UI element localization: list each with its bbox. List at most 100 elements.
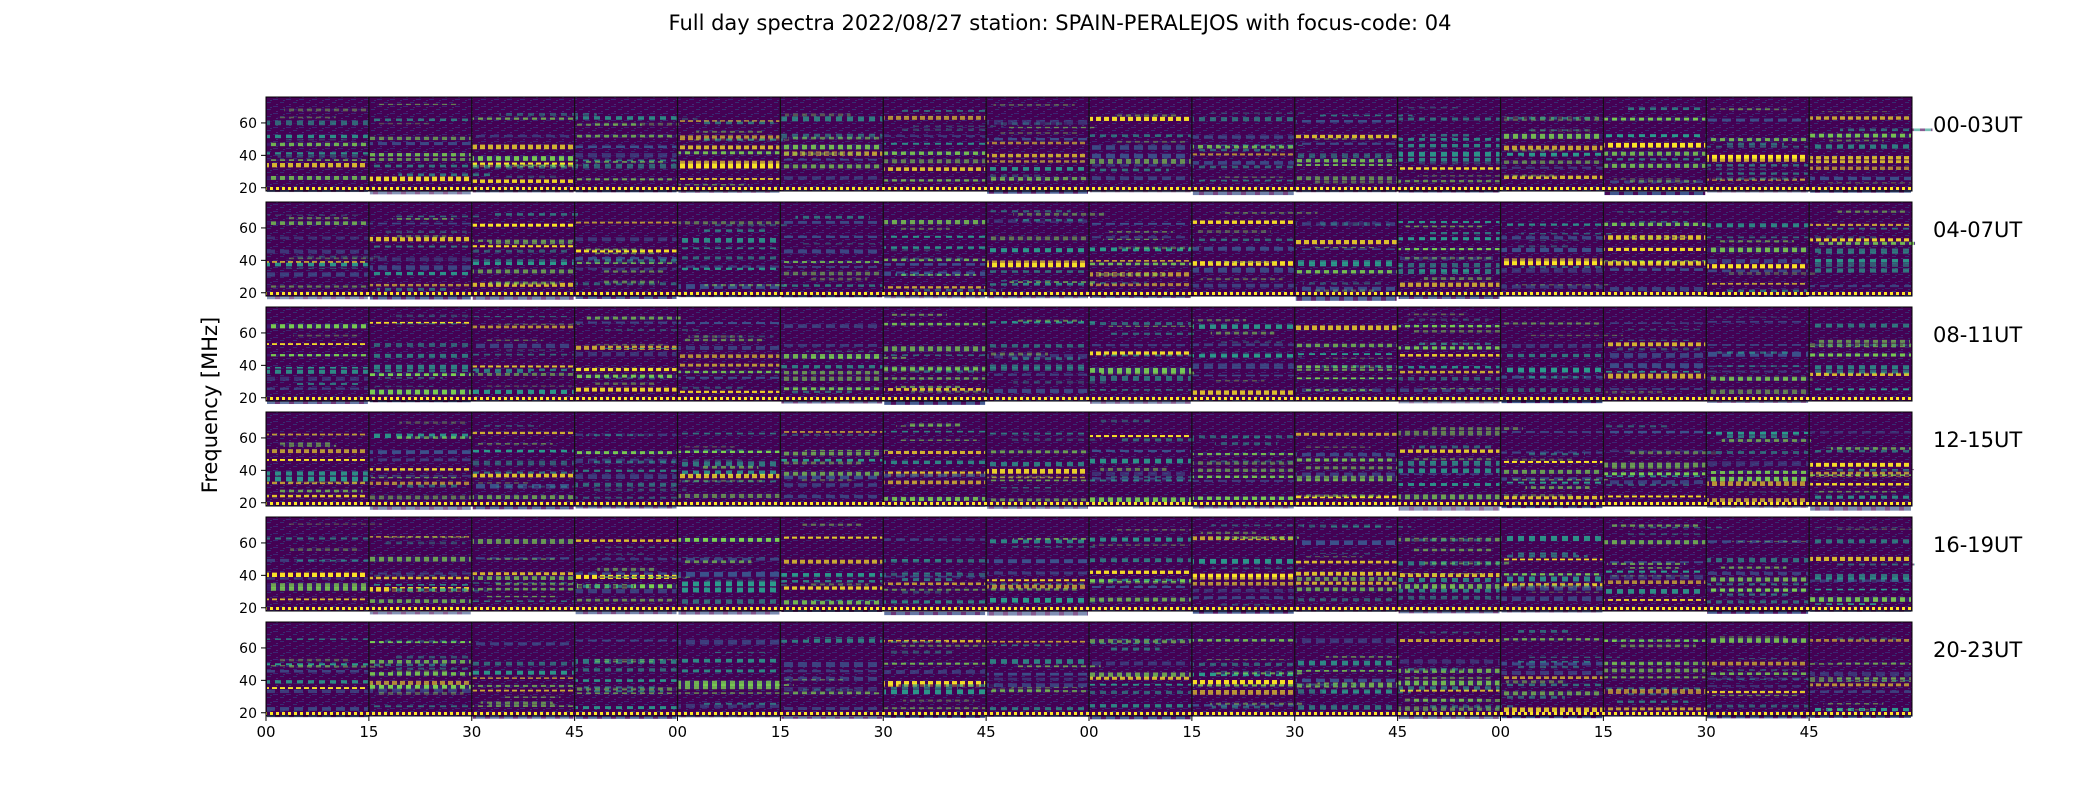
- frequency-band: [1295, 343, 1397, 348]
- frequency-band: [678, 354, 780, 358]
- frequency-band: [1604, 142, 1706, 148]
- frequency-band: [267, 376, 368, 381]
- frequency-band: [884, 670, 986, 674]
- frequency-band: [1090, 176, 1191, 181]
- frequency-band: [1736, 470, 1809, 473]
- frequency-band: [784, 113, 851, 117]
- frequency-band: [1101, 371, 1194, 375]
- frequency-band: [472, 389, 574, 394]
- frequency-band: [1707, 476, 1809, 482]
- frequency-band: [1811, 236, 1877, 239]
- frequency-band: [1108, 325, 1206, 327]
- spectrum-segment: [575, 539, 692, 615]
- frequency-band: [484, 595, 559, 598]
- spectrum-segment: [1090, 222, 1205, 299]
- spectrum-segment: [1090, 638, 1200, 720]
- frequency-band: [1604, 163, 1706, 168]
- spectrum-segment: [369, 421, 473, 510]
- frequency-band: [678, 703, 780, 708]
- frequency-band: [369, 153, 471, 157]
- frequency-band: [575, 374, 677, 379]
- frequency-band: [1192, 609, 1294, 614]
- frequency-band: [1212, 379, 1265, 382]
- frequency-band: [472, 269, 574, 274]
- frequency-band: [781, 586, 883, 590]
- frequency-band: [1192, 639, 1294, 642]
- frequency-band: [472, 471, 574, 474]
- frequency-band: [1839, 128, 1933, 132]
- frequency-band: [1090, 435, 1191, 438]
- frequency-band: [369, 265, 471, 270]
- frequency-band: [1528, 129, 1588, 131]
- spectrum-segment: [369, 536, 489, 615]
- frequency-band: [1398, 143, 1500, 148]
- frequency-band: [1192, 672, 1294, 677]
- frequency-band: [781, 365, 883, 369]
- frequency-band: [1215, 536, 1300, 539]
- frequency-band: [1014, 665, 1101, 668]
- frequency-band: [1810, 671, 1911, 677]
- frequency-band: [1622, 328, 1702, 331]
- frequency-band: [277, 116, 336, 119]
- frequency-band: [1816, 339, 1911, 343]
- frequency-band: [781, 164, 883, 169]
- spectrum-segment: [987, 210, 1106, 299]
- frequency-band: [369, 584, 471, 586]
- spectrum-segment: [1707, 431, 1826, 508]
- frequency-band: [987, 270, 1088, 273]
- frequency-band: [1211, 524, 1307, 527]
- frequency-band: [1613, 700, 1689, 703]
- frequency-band: [282, 139, 354, 141]
- frequency-band: [884, 611, 986, 616]
- frequency-band: [499, 349, 563, 351]
- row-time-label: 20-23UT: [1933, 638, 2022, 662]
- frequency-band: [600, 270, 665, 273]
- frequency-band: [485, 339, 543, 342]
- frequency-band: [1192, 161, 1294, 165]
- frequency-band: [1413, 330, 1501, 333]
- frequency-band: [282, 267, 359, 270]
- frequency-band: [1192, 366, 1294, 369]
- frequency-band: [1013, 380, 1108, 384]
- frequency-band: [284, 108, 370, 112]
- spectrum-segment: [1398, 631, 1518, 719]
- frequency-band: [472, 144, 574, 150]
- frequency-band: [1013, 537, 1092, 540]
- spectra-panel-12-15UT: 20 40 60 12-15UT: [239, 411, 2022, 512]
- frequency-band: [681, 560, 752, 564]
- frequency-band: [369, 164, 471, 168]
- frequency-band: [706, 579, 776, 583]
- frequency-band: [1604, 450, 1706, 453]
- frequency-band: [1810, 248, 1911, 253]
- frequency-band: [688, 335, 742, 338]
- frequency-band: [472, 572, 574, 576]
- frequency-band: [1707, 557, 1809, 563]
- frequency-band: [1827, 182, 1911, 184]
- frequency-band: [1810, 579, 1911, 582]
- frequency-band: [1501, 495, 1603, 500]
- frequency-band: [369, 506, 471, 510]
- frequency-band: [987, 583, 1088, 586]
- frequency-band: [1216, 672, 1302, 675]
- frequency-band: [884, 430, 986, 433]
- frequency-band: [1707, 236, 1809, 239]
- frequency-band: [1626, 693, 1681, 696]
- frequency-band: [678, 473, 780, 479]
- frequency-band: [781, 669, 883, 673]
- frequency-band: [1810, 133, 1911, 138]
- frequency-band: [369, 176, 471, 182]
- y-tick-label: 20: [239, 286, 257, 302]
- frequency-band: [283, 444, 337, 447]
- frequency-band: [1314, 138, 1376, 140]
- frequency-band: [678, 557, 780, 561]
- frequency-band: [884, 473, 986, 478]
- frequency-band: [1200, 531, 1257, 534]
- frequency-band: [1421, 133, 1475, 137]
- frequency-band: [1219, 144, 1303, 146]
- frequency-band: [575, 261, 677, 265]
- frequency-band: [1810, 156, 1911, 160]
- frequency-band: [267, 295, 368, 300]
- frequency-band: [781, 573, 883, 576]
- spectrum-segment: [1398, 537, 1513, 614]
